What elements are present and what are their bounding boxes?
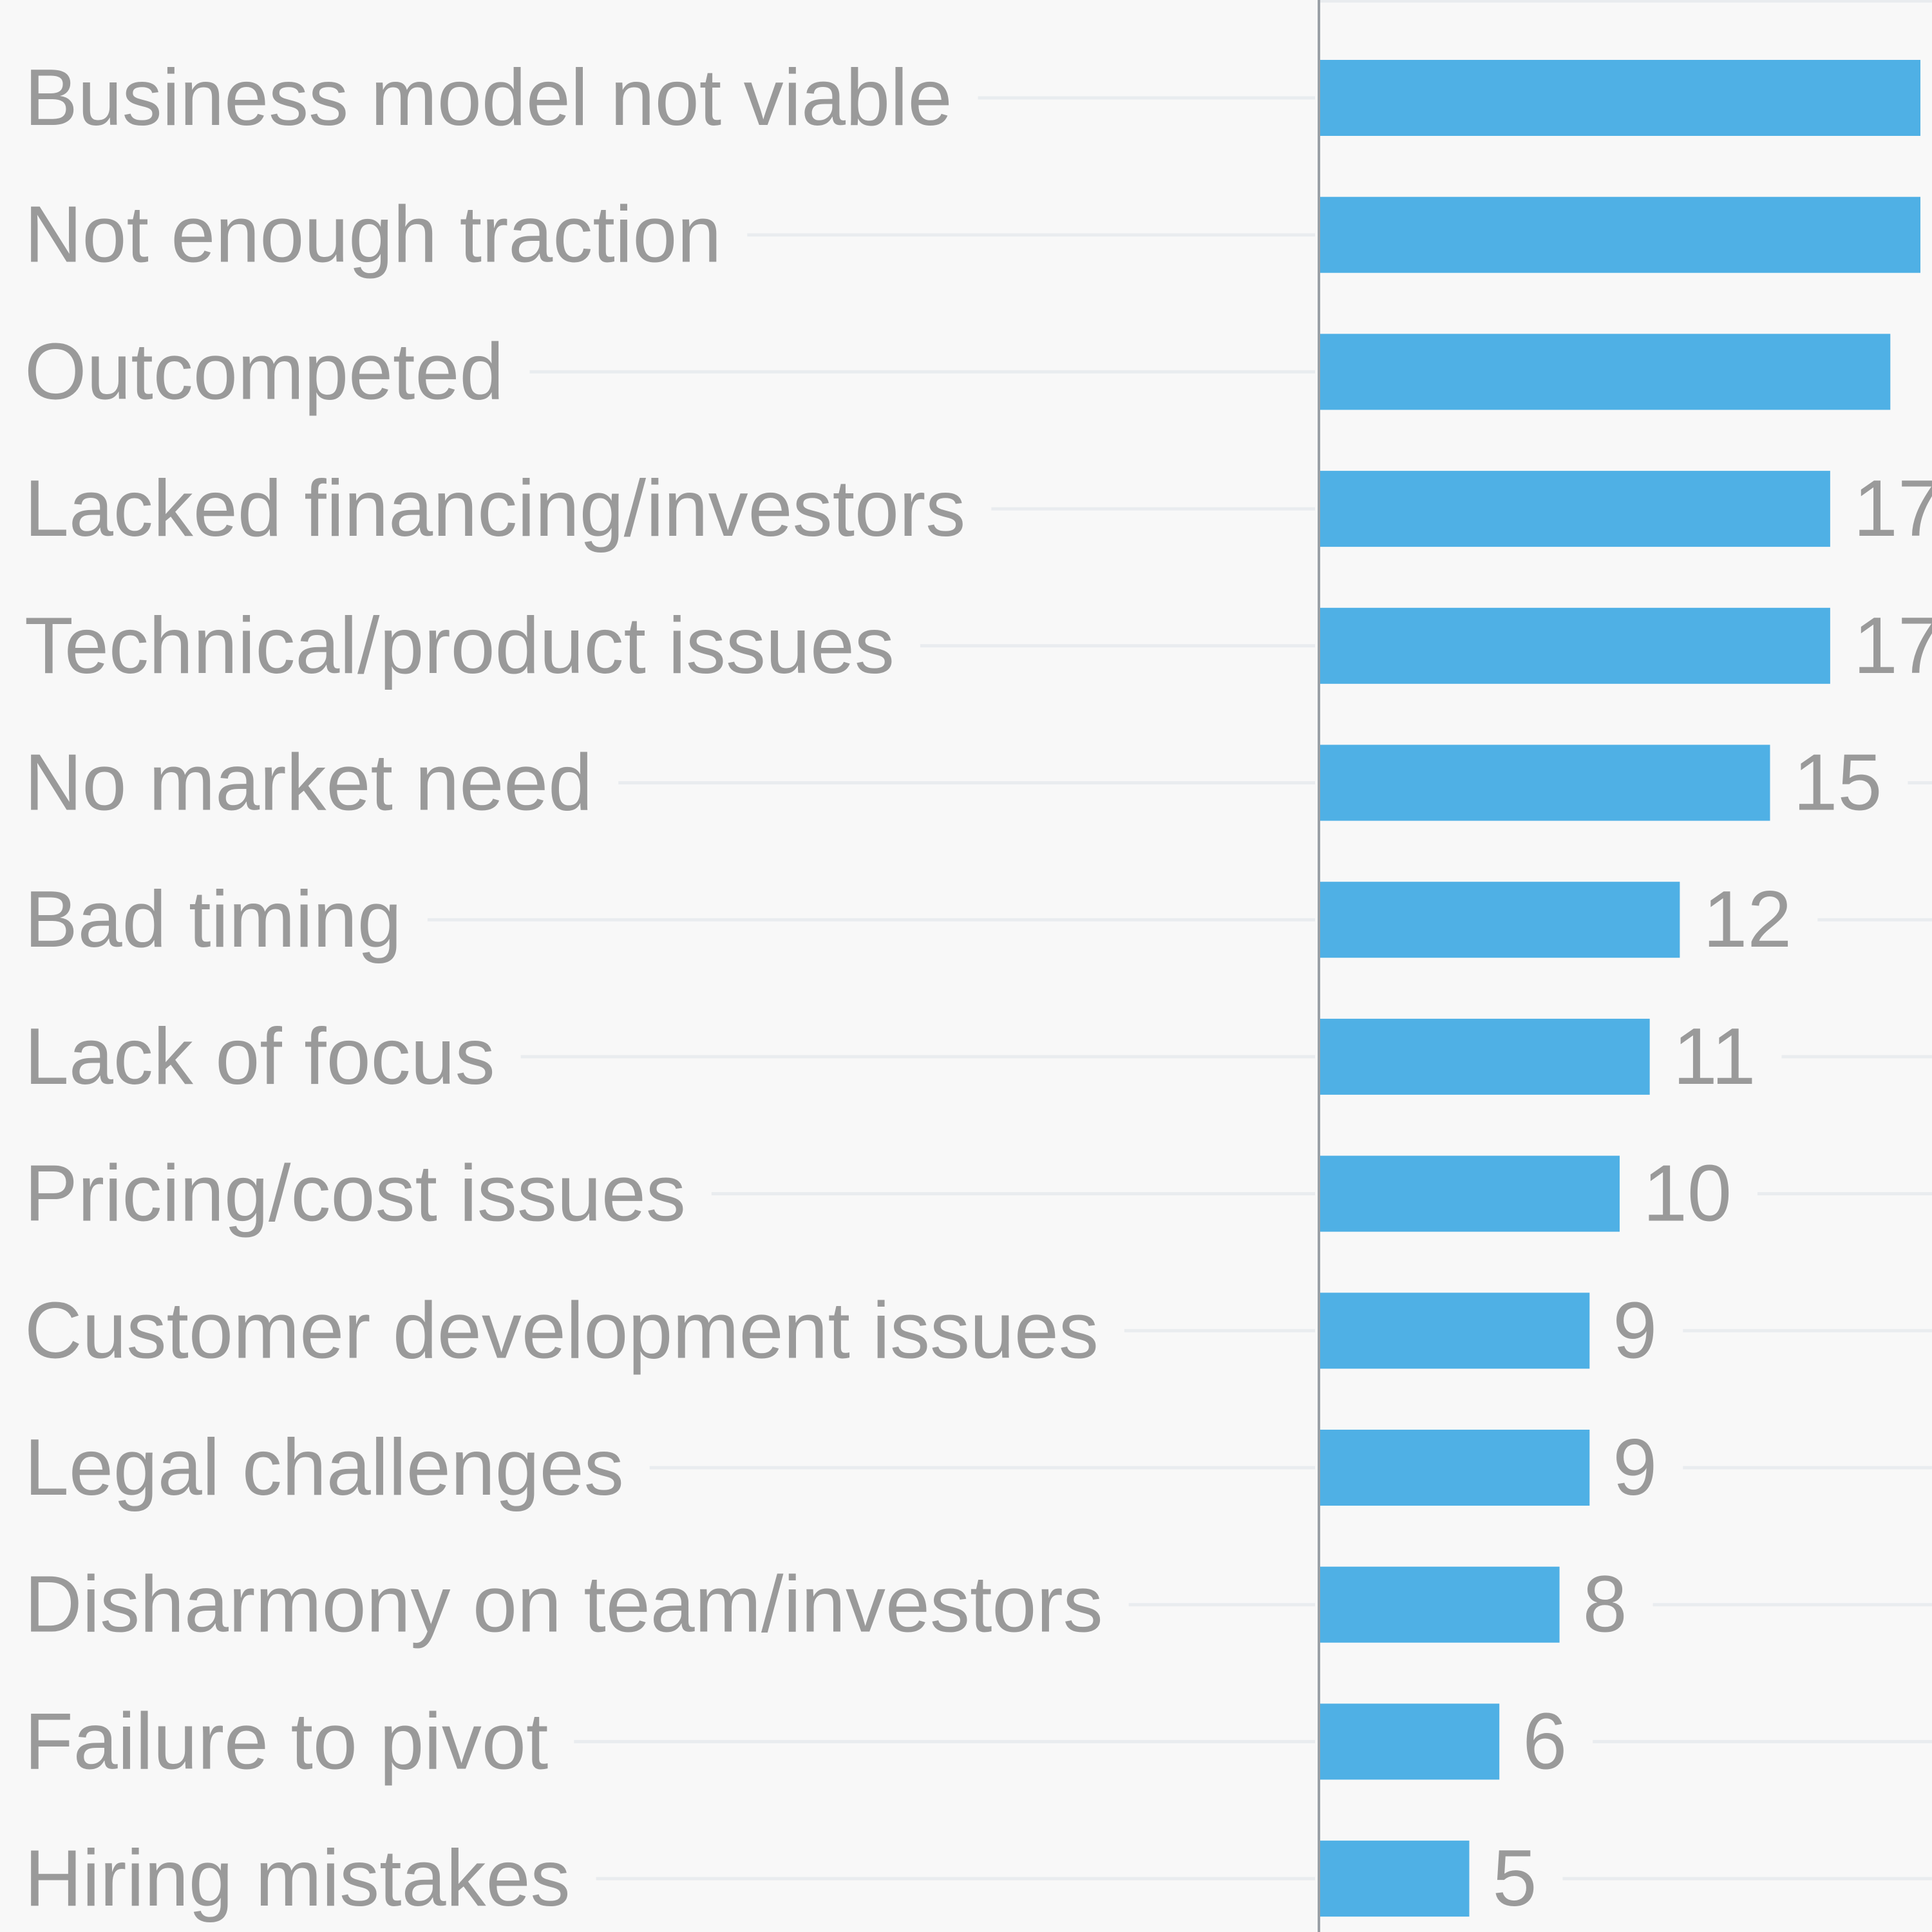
bar bbox=[1319, 196, 1920, 273]
bar bbox=[1319, 1703, 1500, 1780]
category-label: Failure to pivot bbox=[24, 1697, 548, 1786]
category-labels: Business model not viable Not enough trac… bbox=[24, 53, 1103, 1923]
category-label: Lack of focus bbox=[24, 1012, 495, 1101]
bar bbox=[1319, 1841, 1470, 1917]
category-label: Legal challenges bbox=[24, 1423, 624, 1512]
bar bbox=[1319, 1293, 1590, 1369]
bars bbox=[1319, 60, 1920, 1917]
category-label: Bad timing bbox=[24, 875, 402, 964]
value-label: 5 bbox=[1493, 1834, 1537, 1923]
value-label: 9 bbox=[1613, 1423, 1657, 1512]
value-label: 8 bbox=[1583, 1560, 1627, 1649]
bar bbox=[1319, 1566, 1560, 1643]
category-label: Pricing/cost issues bbox=[24, 1150, 686, 1238]
value-label: 17 bbox=[1853, 464, 1932, 553]
value-label: 17 bbox=[1853, 601, 1932, 690]
bar bbox=[1319, 882, 1680, 958]
value-label: 11 bbox=[1673, 1012, 1756, 1101]
category-label: No market need bbox=[24, 739, 592, 828]
category-label: Business model not viable bbox=[24, 53, 952, 142]
category-label: Disharmony on team/investors bbox=[24, 1560, 1103, 1649]
gridlines bbox=[427, 0, 1932, 1880]
value-label: 12 bbox=[1703, 875, 1792, 964]
bar bbox=[1319, 607, 1830, 684]
bar bbox=[1319, 1155, 1620, 1232]
category-label: Outcompeted bbox=[24, 327, 504, 416]
bar bbox=[1319, 60, 1920, 136]
category-label: Technical/product issues bbox=[24, 601, 895, 690]
value-label: 9 bbox=[1613, 1286, 1657, 1375]
value-label: 15 bbox=[1794, 739, 1882, 828]
category-label: Customer development issues bbox=[24, 1286, 1099, 1375]
category-label: Not enough traction bbox=[24, 191, 721, 279]
value-label: 6 bbox=[1522, 1697, 1567, 1786]
bar bbox=[1319, 1018, 1650, 1095]
value-label: 10 bbox=[1643, 1150, 1732, 1238]
category-label: Hiring mistakes bbox=[24, 1834, 571, 1923]
bar bbox=[1319, 334, 1891, 410]
bar bbox=[1319, 1430, 1590, 1506]
bar bbox=[1319, 471, 1830, 547]
category-label: Lacked financing/investors bbox=[24, 464, 965, 553]
bar bbox=[1319, 744, 1770, 821]
